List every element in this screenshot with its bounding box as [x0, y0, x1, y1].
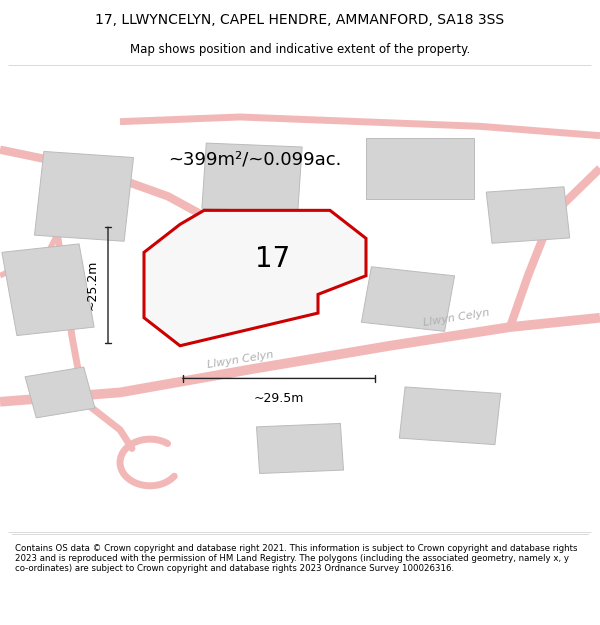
Polygon shape: [400, 387, 500, 444]
Text: ~399m²/~0.099ac.: ~399m²/~0.099ac.: [168, 150, 341, 168]
Text: 17: 17: [256, 245, 290, 273]
Polygon shape: [486, 187, 570, 243]
Polygon shape: [144, 211, 366, 346]
Text: Llwyn Celyn: Llwyn Celyn: [422, 308, 490, 328]
Polygon shape: [361, 267, 455, 331]
Text: Contains OS data © Crown copyright and database right 2021. This information is : Contains OS data © Crown copyright and d…: [15, 544, 577, 573]
Polygon shape: [2, 244, 94, 336]
Text: ~29.5m: ~29.5m: [254, 392, 304, 406]
Text: ~25.2m: ~25.2m: [86, 260, 99, 310]
Polygon shape: [256, 424, 344, 474]
Text: 17, LLWYNCELYN, CAPEL HENDRE, AMMANFORD, SA18 3SS: 17, LLWYNCELYN, CAPEL HENDRE, AMMANFORD,…: [95, 12, 505, 27]
Text: Llwyn Celyn: Llwyn Celyn: [206, 349, 274, 370]
Polygon shape: [34, 151, 134, 241]
Polygon shape: [25, 367, 95, 418]
Polygon shape: [366, 138, 474, 199]
Polygon shape: [202, 143, 302, 212]
Text: Map shows position and indicative extent of the property.: Map shows position and indicative extent…: [130, 42, 470, 56]
